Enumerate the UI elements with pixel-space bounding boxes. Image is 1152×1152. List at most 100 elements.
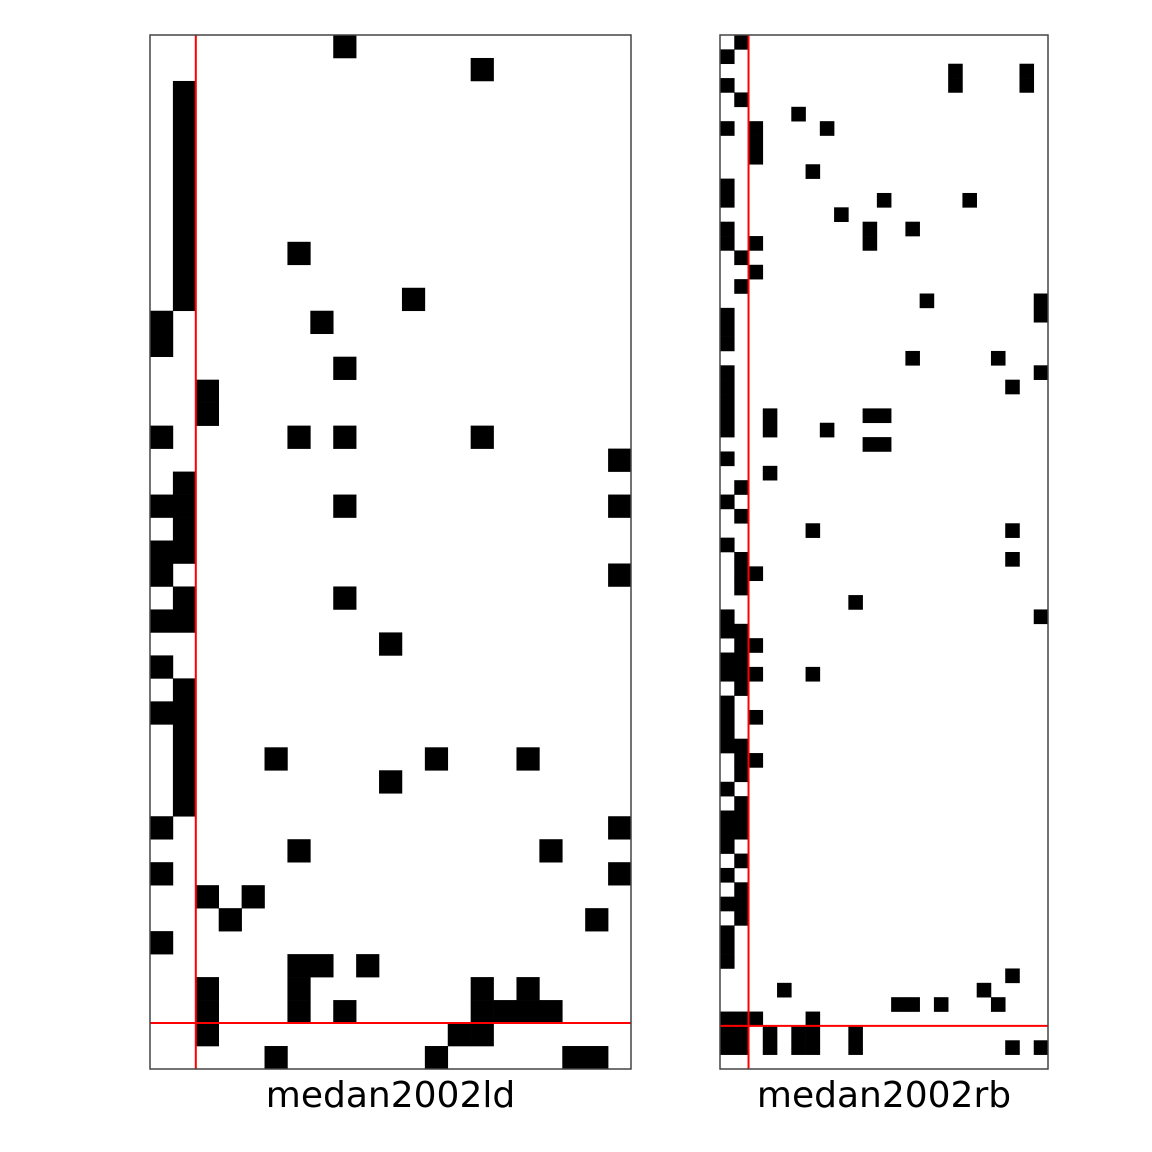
matrix-cell xyxy=(905,350,920,366)
matrix-cell xyxy=(539,839,563,863)
matrix-cell xyxy=(734,480,749,495)
matrix-cell xyxy=(948,63,963,79)
matrix-cell xyxy=(585,908,609,932)
matrix-cell xyxy=(990,350,1006,366)
matrix-cell xyxy=(720,709,735,725)
matrix-cell xyxy=(734,652,749,668)
matrix-cell xyxy=(1005,1040,1020,1055)
matrix-cell xyxy=(720,839,735,854)
caption-medan2002rb: medan2002rb xyxy=(756,1075,1012,1116)
matrix-cell xyxy=(720,738,735,754)
matrix-plot-medan2002rb xyxy=(719,34,1049,1070)
matrix-cell xyxy=(734,853,749,869)
matrix-cell xyxy=(720,451,735,467)
matrix-cell xyxy=(172,149,197,174)
matrix-cell xyxy=(720,379,735,395)
matrix-cell xyxy=(962,192,977,208)
matrix-cell xyxy=(608,448,632,472)
matrix-cell xyxy=(805,1040,821,1055)
matrix-cell xyxy=(720,1040,735,1055)
matrix-cell xyxy=(819,422,835,438)
matrix-cell xyxy=(748,264,764,280)
matrix-cell xyxy=(862,221,878,237)
matrix-cell xyxy=(762,408,778,424)
matrix-cell xyxy=(172,103,197,128)
matrix-cell xyxy=(470,977,494,1001)
matrix-panel-medan2002rb xyxy=(719,34,1049,1070)
matrix-cell xyxy=(720,192,735,208)
matrix-cell xyxy=(172,793,197,817)
matrix-cell xyxy=(1033,365,1049,380)
matrix-cell xyxy=(720,307,735,323)
matrix-cell xyxy=(1019,78,1035,93)
caption-medan2002ld: medan2002ld xyxy=(265,1075,516,1116)
matrix-cell xyxy=(470,57,494,82)
matrix-cell xyxy=(150,701,174,725)
matrix-cell xyxy=(734,1025,749,1041)
matrix-cell xyxy=(734,911,749,926)
matrix-cell xyxy=(848,1040,863,1055)
matrix-cell xyxy=(762,1025,778,1041)
matrix-cell xyxy=(720,724,735,739)
matrix-cell xyxy=(805,1011,821,1027)
matrix-cell xyxy=(333,35,357,59)
matrix-cell xyxy=(748,1011,764,1027)
matrix-frame xyxy=(719,34,1049,1070)
matrix-cell xyxy=(608,494,632,518)
matrix-cell xyxy=(720,939,735,955)
matrix-cell xyxy=(862,236,878,251)
matrix-cell xyxy=(720,49,735,65)
matrix-cell xyxy=(195,379,220,403)
matrix-cell xyxy=(401,287,426,312)
matrix-cell xyxy=(1033,609,1049,625)
matrix-plot-medan2002ld xyxy=(149,34,632,1070)
matrix-cell xyxy=(264,1046,288,1070)
matrix-cell xyxy=(1005,523,1020,538)
matrix-cell xyxy=(287,954,311,978)
matrix-cell xyxy=(734,508,749,524)
matrix-cell xyxy=(720,1025,735,1041)
matrix-cell xyxy=(720,121,735,136)
matrix-cell xyxy=(195,977,220,1001)
matrix-cell xyxy=(819,121,835,136)
matrix-cell xyxy=(310,310,334,335)
matrix-cell xyxy=(848,1025,863,1041)
matrix-cell xyxy=(734,767,749,783)
matrix-cell xyxy=(493,1000,517,1024)
matrix-cell xyxy=(805,666,821,682)
matrix-cell xyxy=(172,218,197,243)
matrix-cell xyxy=(608,816,632,840)
matrix-cell xyxy=(720,537,735,553)
matrix-cell xyxy=(748,753,764,768)
matrix-cell xyxy=(333,586,357,610)
matrix-cell xyxy=(720,609,735,625)
matrix-cell xyxy=(734,580,749,596)
matrix-cell xyxy=(748,638,764,653)
matrix-cell xyxy=(891,997,906,1012)
matrix-cell xyxy=(720,236,735,251)
matrix-cell xyxy=(172,264,197,289)
matrix-cell xyxy=(172,517,197,541)
matrix-cell xyxy=(150,540,174,564)
matrix-cell xyxy=(848,595,863,610)
matrix-cell xyxy=(720,408,735,424)
matrix-cell xyxy=(748,709,764,725)
matrix-cell xyxy=(172,80,197,105)
matrix-cell xyxy=(195,1023,220,1047)
matrix-cell xyxy=(1005,968,1020,984)
matrix-cell xyxy=(172,287,197,312)
matrix-cell xyxy=(424,1046,449,1070)
matrix-panel-medan2002ld xyxy=(149,34,632,1070)
matrix-cell xyxy=(720,925,735,941)
matrix-cell xyxy=(264,747,288,771)
matrix-cell xyxy=(734,638,749,653)
matrix-cell xyxy=(356,954,380,978)
matrix-cell xyxy=(333,1000,357,1024)
matrix-cell xyxy=(734,250,749,266)
matrix-cell xyxy=(562,1046,586,1070)
matrix-cell xyxy=(734,681,749,696)
matrix-cell xyxy=(720,954,735,969)
matrix-cell xyxy=(834,207,849,222)
matrix-cell xyxy=(1005,379,1020,395)
matrix-cell xyxy=(734,896,749,912)
